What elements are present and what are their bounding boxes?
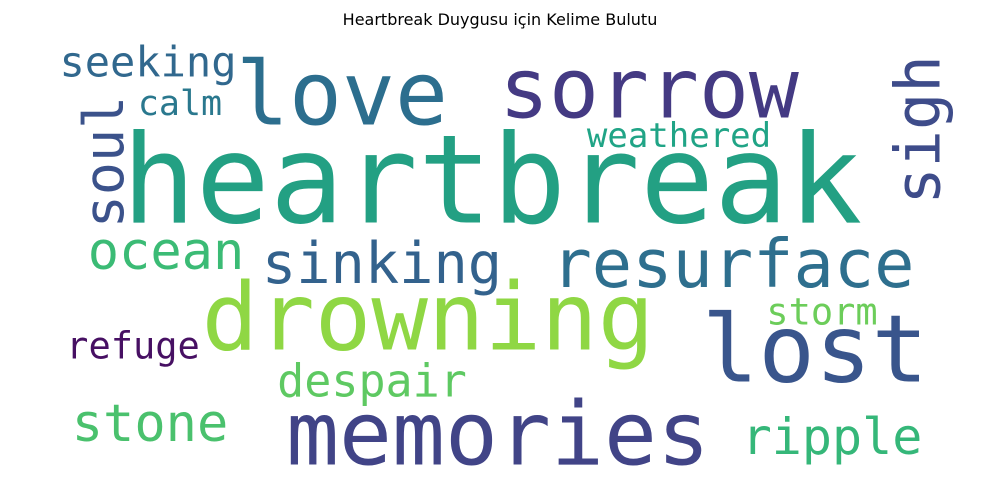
word-heartbreak: heartbreak: [122, 110, 863, 253]
word-love: love: [236, 43, 448, 146]
word-memories: memories: [286, 383, 710, 486]
word-soul: soul: [72, 96, 136, 228]
word-despair: despair: [277, 355, 467, 408]
word-lost: lost: [702, 296, 928, 405]
word-resurface: resurface: [551, 225, 914, 303]
word-sorrow: sorrow: [499, 41, 799, 138]
word-weathered: weathered: [587, 116, 771, 156]
word-drowning: drowning: [202, 264, 655, 373]
word-stone: stone: [72, 394, 229, 454]
word-sinking: sinking: [262, 231, 502, 297]
word-refuge: refuge: [66, 325, 200, 368]
word-storm: storm: [766, 291, 877, 334]
word-seeking: seeking: [59, 38, 236, 87]
word-sigh: sigh: [882, 55, 955, 204]
word-ocean: ocean: [88, 222, 245, 282]
word-ripple: ripple: [742, 408, 923, 466]
word-calm: calm: [138, 84, 222, 124]
chart-title: Heartbreak Duygusu için Kelime Bulutu: [342, 10, 658, 29]
